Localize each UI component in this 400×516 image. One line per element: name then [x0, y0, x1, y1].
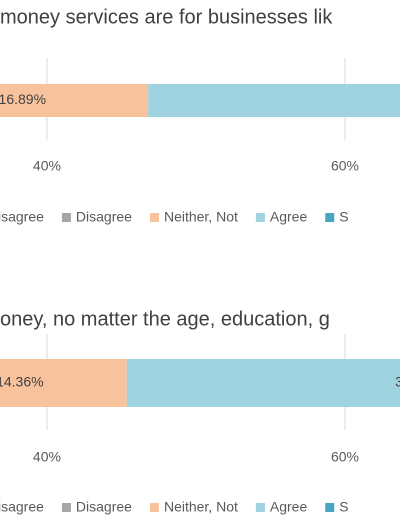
- x-tick-label: 60%: [331, 449, 359, 465]
- legend-marker: [61, 503, 71, 512]
- value-label: 39.20%: [395, 374, 400, 390]
- chart-title: money services are for businesses lik: [0, 6, 333, 28]
- legend-marker: [325, 503, 335, 512]
- legend-label: Neither, Not: [164, 499, 238, 515]
- value-label: 16.89%: [0, 91, 46, 107]
- legend-marker: [325, 213, 335, 222]
- legend-label: isagree: [0, 499, 44, 515]
- legend-label: Disagree: [76, 209, 132, 225]
- x-tick-label: 40%: [33, 449, 61, 465]
- legend-marker: [149, 213, 159, 222]
- legend-marker: [149, 503, 159, 512]
- legend-label: Disagree: [76, 499, 132, 515]
- legend-label: S: [339, 499, 348, 515]
- value-label: 14.36%: [0, 374, 44, 390]
- bar-segment: [0, 84, 149, 117]
- x-tick-label: 40%: [33, 158, 61, 174]
- bar-segment: [0, 359, 127, 407]
- legend-label: Agree: [270, 499, 308, 515]
- bar-segment: [148, 84, 400, 117]
- legend-label: isagree: [0, 209, 44, 225]
- chart-title: oney, no matter the age, education, g: [0, 308, 330, 330]
- legend-label: S: [339, 209, 348, 225]
- bar-segment: [126, 359, 400, 407]
- legend-label: Agree: [270, 209, 308, 225]
- legend-label: Neither, Not: [164, 209, 238, 225]
- legend-marker: [255, 213, 265, 222]
- x-tick-label: 60%: [331, 158, 359, 174]
- legend-marker: [255, 503, 265, 512]
- legend-marker: [61, 213, 71, 222]
